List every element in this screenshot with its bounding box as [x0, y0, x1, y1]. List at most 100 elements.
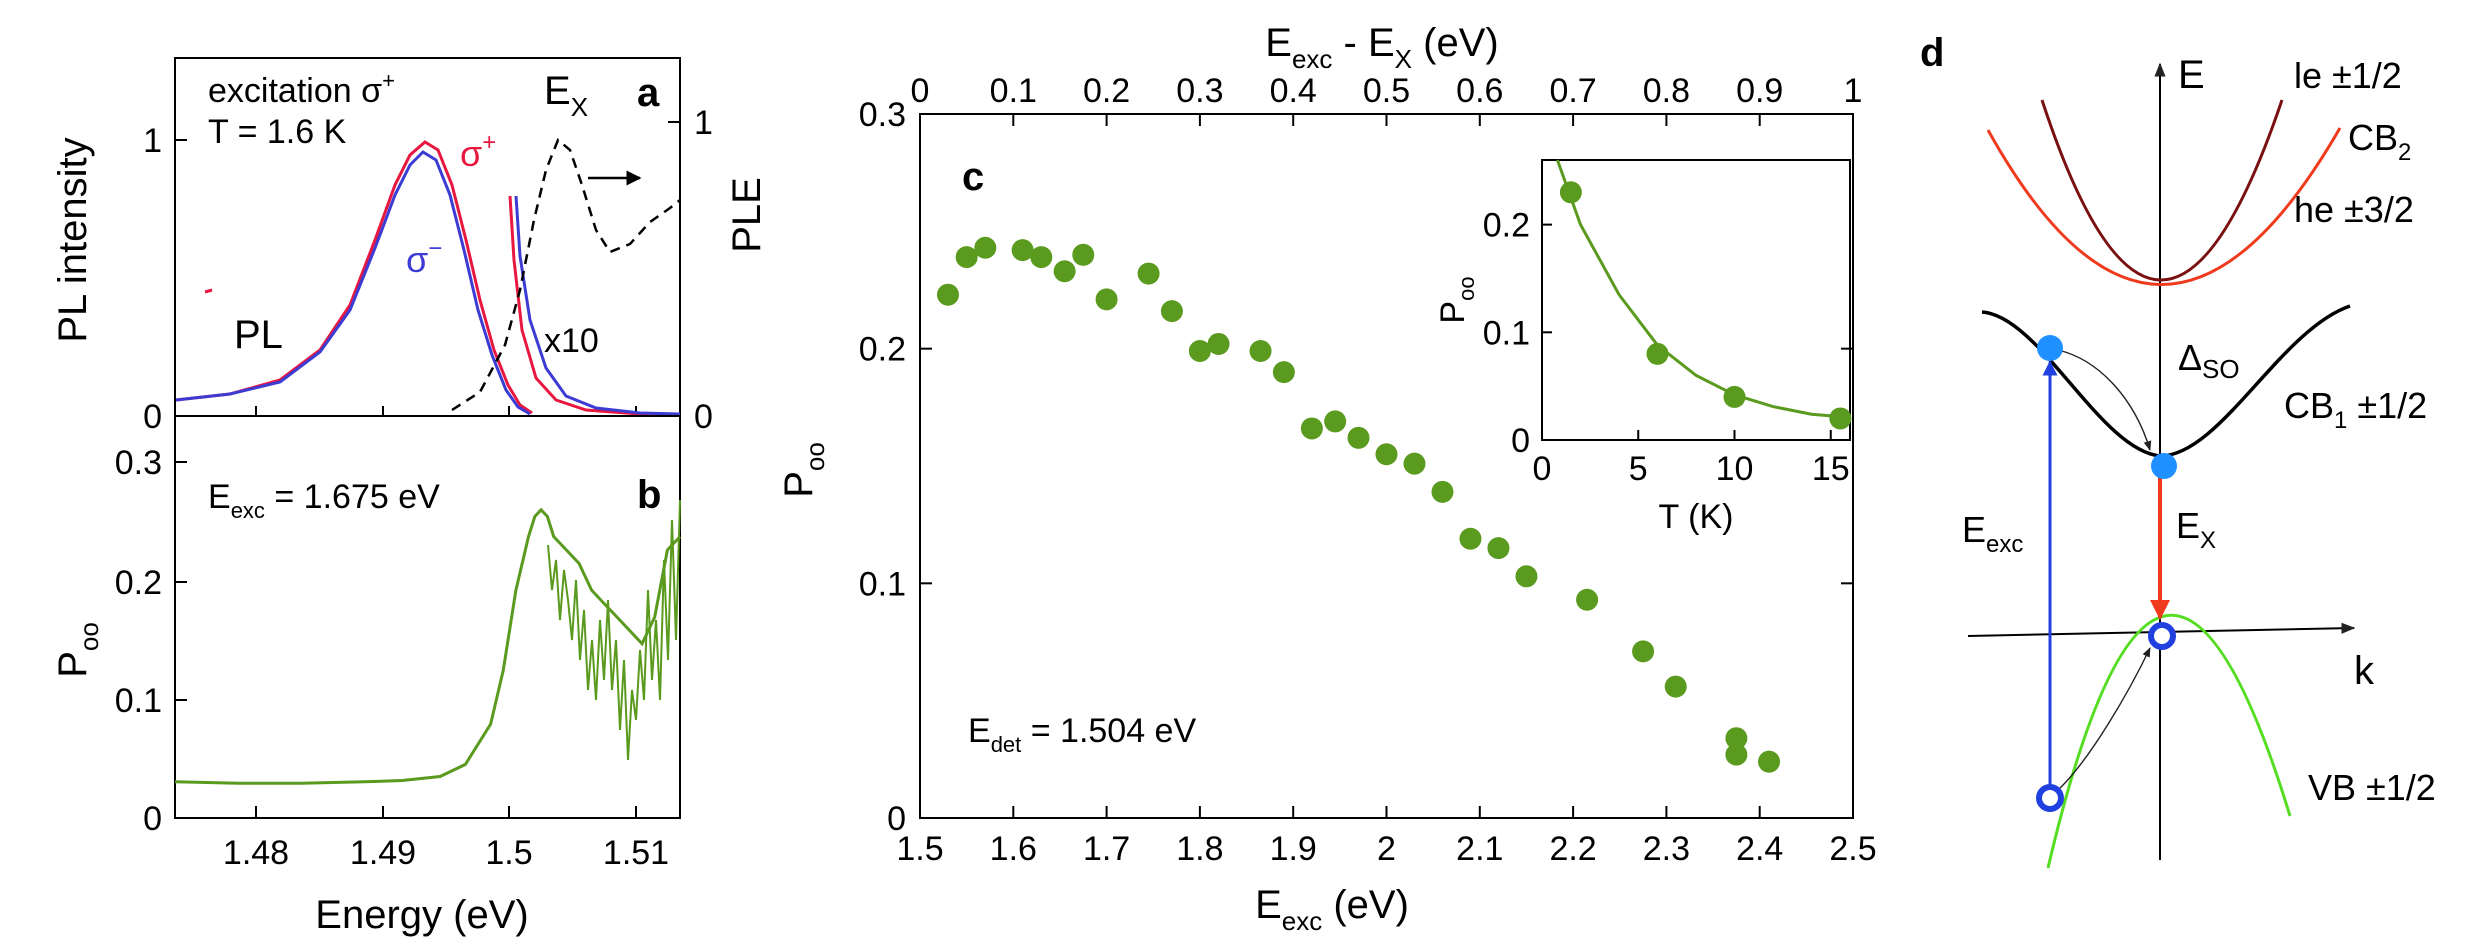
he-label: he ±3/2: [2294, 189, 2414, 230]
panel-a-ylabel: PL intensity: [51, 137, 95, 342]
panel-b-xtick-0: 1.48: [223, 834, 289, 872]
panel-b-frame: [174, 415, 681, 819]
panel-c-data-point: [1632, 640, 1655, 663]
panel-c-x2tick-label: 0.4: [1270, 72, 1317, 110]
panel-c-data-point: [955, 246, 978, 269]
panel-c-xaxis-ticks: 1.5 1.6 1.7 1.8 1.9 2 2.1 2.2 2.3 2.4 2.5: [896, 806, 1877, 868]
panel-c-data-point: [936, 283, 959, 306]
panel-c-data-point: [1160, 300, 1183, 323]
panel-c-x2tick-label: 0.9: [1736, 72, 1783, 110]
panel-c-data-point: [1403, 452, 1426, 475]
inset-fit-curve: [1555, 159, 1851, 419]
panel-c-data-point: [1515, 565, 1538, 588]
inset-ytick-label: 0: [1511, 422, 1530, 460]
panel-c-inset: 0 5 10 15 0 0.1 0.2 T (K) Poo: [1434, 159, 1852, 536]
panel-c-ytick-label: 0: [887, 800, 906, 838]
panel-c-x2tick-label: 1: [1844, 72, 1863, 110]
panel-b-xtick-1: 1.49: [350, 834, 416, 872]
panel-c-x2tick-label: 0.1: [990, 72, 1037, 110]
panel-c-xtick-label: 1.8: [1176, 830, 1223, 868]
panel-c-top-xlabel: Eexc - EX (eV): [1265, 21, 1498, 74]
panel-c-data-point: [1758, 750, 1781, 773]
panel-c-xtick-label: 1.9: [1270, 830, 1317, 868]
panel-b-polarization-curve: [174, 507, 682, 785]
panel-c-data-point: [1487, 537, 1510, 560]
panel-a-ple-dashed-curve: [451, 137, 681, 412]
panel-c-xtick-label: 2.3: [1643, 830, 1690, 868]
panel-c-top-axis-ticks: 0 0.1 0.2 0.3 0.4 0.5 0.6 0.7 0.8 0.9 1: [911, 72, 1863, 126]
panel-c-data-point: [1207, 332, 1230, 355]
panel-c-data-point: [1272, 361, 1295, 384]
panel-c-xtick-label: 1.7: [1083, 830, 1130, 868]
panel-c-data-point: [1431, 480, 1454, 503]
panel-b-eexc-annotation: Eexc = 1.675 eV: [208, 478, 440, 523]
panel-b-xtick-2: 1.5: [485, 834, 532, 872]
panel-c-data-point: [1030, 246, 1053, 269]
inset-xtick-label: 5: [1629, 450, 1648, 488]
panel-b: 1.48 1.49 1.5 1.51 0 0.1 0.2 0.3 Poo Ene…: [51, 415, 682, 937]
panel-a-y2tick-1: 1: [694, 104, 713, 142]
panel-b-ytick-2: 0.2: [115, 564, 162, 602]
panel-a-sigma-plus-label: σ+: [460, 129, 496, 174]
panel-c-data-point: [1324, 410, 1347, 433]
vb-band-curve: [2046, 613, 2292, 869]
panel-c-x2tick-label: 0.5: [1363, 72, 1410, 110]
panel-c-data-point: [1137, 262, 1160, 285]
vb-label: VB ±1/2: [2308, 767, 2436, 808]
panel-c-data-point: [1347, 426, 1370, 449]
panel-a-x10-label: x10: [544, 322, 599, 360]
inset-xaxis-ticks: 0 5 10 15: [1533, 430, 1850, 488]
panel-c-x2tick-label: 0.2: [1083, 72, 1130, 110]
panel-b-ytick-0: 0: [143, 800, 162, 838]
panel-c-data-point: [974, 236, 997, 259]
panel-c-xtick-label: 1.5: [896, 830, 943, 868]
panel-c: 1.5 1.6 1.7 1.8 1.9 2 2.1 2.2 2.3 2.4 2.5 00.10.20…: [777, 21, 1877, 936]
inset-data-point: [1559, 181, 1582, 204]
panel-a-pl-sigma-minus-x10-curve: [514, 195, 681, 416]
panel-c-data-point: [1072, 243, 1095, 266]
vb-low-hole-dot: [2036, 784, 2064, 812]
panel-c-ytick-label: 0.2: [859, 331, 906, 369]
le-label: le ±1/2: [2294, 55, 2402, 96]
panel-a-ytick-0: 0: [143, 398, 162, 436]
panel-c-xlabel: Eexc (eV): [1255, 883, 1409, 936]
panel-c-ylabel: Poo: [777, 442, 830, 498]
cb1-min-electron-dot: [2151, 453, 2177, 479]
panel-d-letter: d: [1920, 31, 1944, 75]
panel-a-letter: a: [637, 71, 660, 115]
panel-b-xlabel: Energy (eV): [315, 893, 528, 937]
panel-b-xtick-3: 1.51: [603, 834, 669, 872]
le-band-curve: [2040, 99, 2284, 282]
inset-data-point: [1829, 407, 1852, 430]
panel-b-noise-overlay: [547, 499, 681, 761]
ex-label: EX: [2176, 505, 2216, 554]
panel-c-data-point: [1576, 588, 1599, 611]
panel-d: d E k le ±1/2 CB2 he ±3/2 ΔSO CB1 ±1/2 E…: [1920, 31, 2436, 869]
panel-c-xtick-label: 2.2: [1549, 830, 1596, 868]
inset-xtick-label: 10: [1716, 450, 1754, 488]
panel-c-data-point: [1725, 727, 1748, 750]
energy-axis-label: E: [2178, 53, 2205, 97]
inset-xtick-label: 0: [1533, 450, 1552, 488]
panel-c-x2tick-label: 0.3: [1176, 72, 1223, 110]
panel-b-ylabel: Poo: [51, 622, 104, 678]
panel-c-x2tick-label: 0.7: [1549, 72, 1596, 110]
panel-c-xtick-label: 2: [1377, 830, 1396, 868]
panel-c-x2tick-label: 0: [911, 72, 930, 110]
panel-c-xtick-label: 2.5: [1829, 830, 1876, 868]
panel-c-ytick-label: 0.3: [859, 96, 906, 134]
inset-ylabel: Poo: [1434, 276, 1479, 323]
inset-data-point: [1646, 342, 1669, 365]
panel-c-ytick-label: 0.1: [859, 565, 906, 603]
inset-yaxis-ticks: 0 0.1 0.2: [1483, 207, 1552, 460]
inset-data-point: [1723, 385, 1746, 408]
panel-c-yaxis-ticks: 0 0.1 0.2 0.3: [859, 96, 1853, 838]
panel-a-excitation-annotation: excitation σ+: [208, 68, 395, 110]
inset-xtick-label: 15: [1812, 450, 1850, 488]
panel-c-x2tick-label: 0.8: [1643, 72, 1690, 110]
inset-points: [1559, 181, 1852, 430]
panel-a-red-tick-mark: [204, 288, 213, 294]
inset-ytick-label: 0.2: [1483, 207, 1530, 245]
panel-b-ytick-3: 0.3: [115, 444, 162, 482]
panel-a-pl-sigma-minus-curve: [175, 150, 531, 416]
